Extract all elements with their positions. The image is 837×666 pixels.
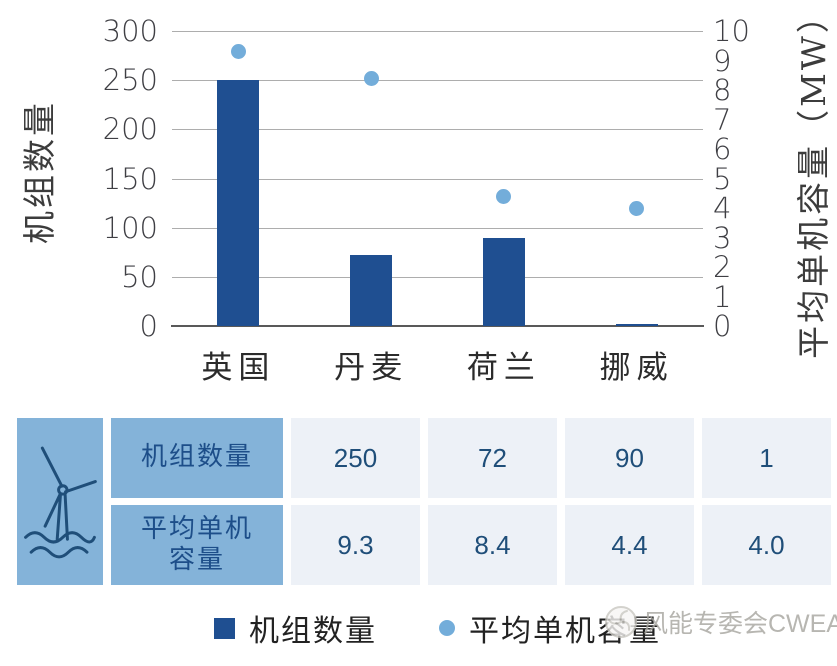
gridline bbox=[172, 31, 703, 32]
y-axis-tick-right: 4 bbox=[713, 191, 732, 225]
y-axis-tick-right: 5 bbox=[713, 161, 732, 196]
bar-挪威 bbox=[615, 324, 658, 326]
legend-label: 平均单机容量 bbox=[469, 614, 661, 649]
y-axis-tick-left: 100 bbox=[102, 210, 158, 245]
bar-丹麦 bbox=[350, 255, 393, 326]
x-category-label: 丹麦 bbox=[334, 350, 409, 386]
y-axis-tick-right: 1 bbox=[713, 279, 732, 314]
offshore-wind-turbine-icon bbox=[24, 446, 97, 558]
data-table: 机组数量 250 72 90 1 平均单机 容量 9.3 8.4 4.4 4.0 bbox=[17, 418, 831, 585]
x-axis-line bbox=[171, 325, 704, 327]
gridline bbox=[172, 80, 703, 82]
y-axis-tick-right: 8 bbox=[713, 73, 732, 107]
table-row-header: 机组数量 bbox=[111, 418, 283, 498]
table-row-header: 平均单机 容量 bbox=[111, 505, 283, 585]
y-axis-tick-right: 2 bbox=[713, 250, 732, 284]
y-axis-tick-right: 9 bbox=[713, 43, 732, 78]
table-value-cell: 90 bbox=[565, 418, 694, 498]
bar-英国 bbox=[217, 80, 260, 326]
legend-label: 机组数量 bbox=[249, 614, 377, 649]
left-axis-title: 机组数量 bbox=[20, 100, 59, 244]
bar-荷兰 bbox=[482, 237, 525, 326]
scatter-dot-丹麦 bbox=[363, 70, 379, 86]
x-category-label: 英国 bbox=[201, 350, 276, 386]
y-axis-tick-right: 3 bbox=[713, 220, 732, 255]
gridline bbox=[172, 227, 703, 229]
y-axis-tick-left: 300 bbox=[102, 14, 158, 48]
table-value-cell: 4.4 bbox=[565, 505, 694, 585]
scatter-dot-荷兰 bbox=[496, 188, 512, 204]
legend-circle-marker bbox=[439, 620, 455, 636]
table-icon-cell bbox=[17, 418, 103, 585]
y-axis-tick-right: 7 bbox=[713, 102, 732, 137]
table-value-cell: 72 bbox=[428, 418, 557, 498]
y-axis-tick-left: 200 bbox=[102, 112, 158, 147]
y-axis-tick-right: 6 bbox=[713, 132, 732, 166]
x-category-label: 挪威 bbox=[599, 350, 674, 386]
y-axis-tick-left: 150 bbox=[102, 161, 158, 196]
gridline bbox=[172, 178, 703, 180]
table-value-cell: 4.0 bbox=[702, 505, 831, 585]
legend-item: 平均单机容量 bbox=[439, 606, 661, 650]
table-value-cell: 9.3 bbox=[291, 505, 420, 585]
y-axis-tick-right: 10 bbox=[713, 14, 750, 48]
table-value-cell: 8.4 bbox=[428, 505, 557, 585]
y-axis-tick-left: 250 bbox=[102, 63, 158, 98]
legend-square-marker bbox=[214, 617, 235, 639]
y-axis-tick-left: 0 bbox=[139, 309, 158, 343]
scatter-dot-挪威 bbox=[629, 200, 645, 216]
y-axis-tick-right: 0 bbox=[713, 309, 732, 343]
right-axis-title: 平均单机容量（MW） bbox=[794, 0, 833, 359]
legend-item: 机组数量 bbox=[214, 606, 377, 650]
scatter-dot-英国 bbox=[230, 44, 246, 60]
gridline bbox=[172, 129, 703, 131]
chart-legend: 机组数量 平均单机容量 bbox=[172, 606, 703, 650]
y-axis-tick-left: 50 bbox=[121, 259, 158, 294]
table-value-cell: 250 bbox=[291, 418, 420, 498]
table-value-cell: 1 bbox=[702, 418, 831, 498]
x-category-label: 荷兰 bbox=[466, 350, 541, 386]
gridline bbox=[172, 276, 703, 278]
